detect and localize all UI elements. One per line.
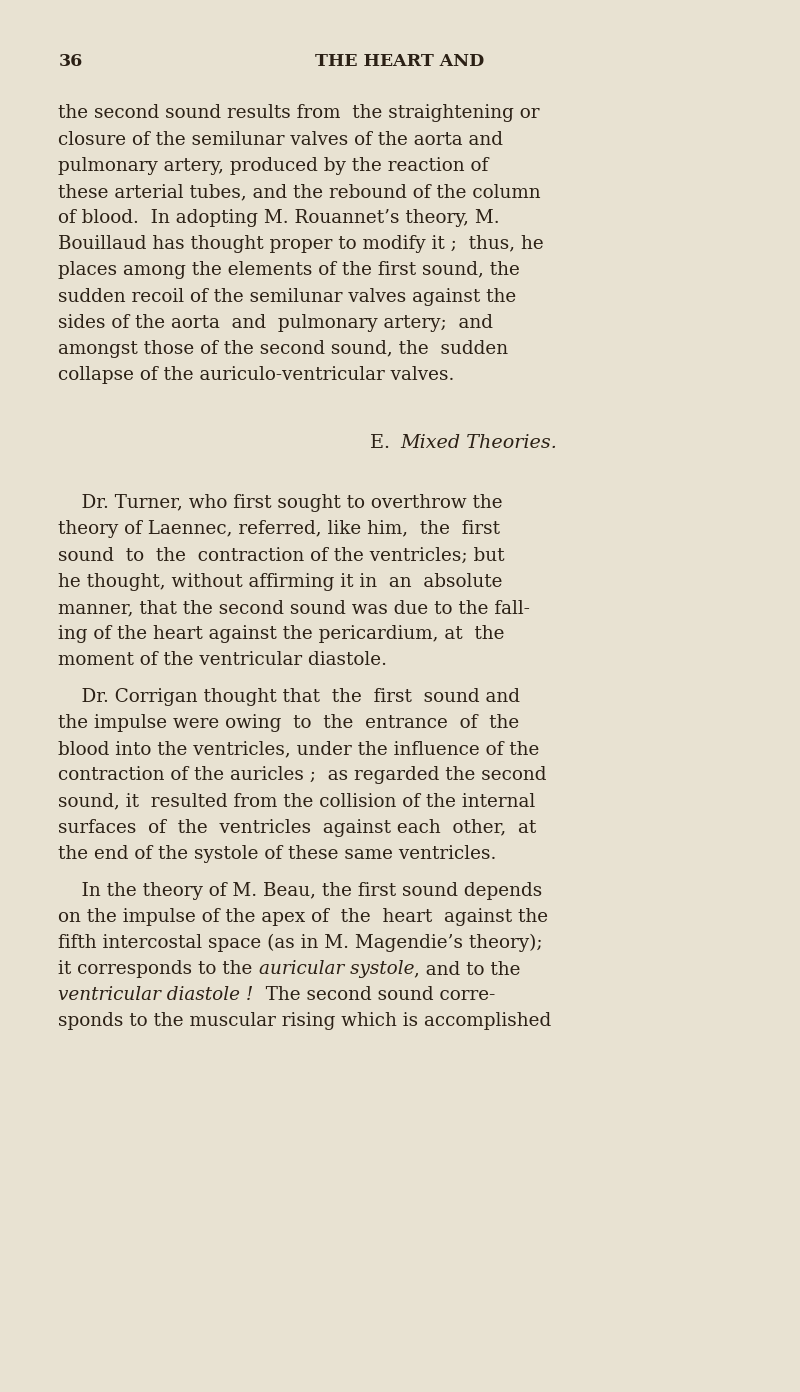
Text: fifth intercostal space (as in M. Magendie’s theory);: fifth intercostal space (as in M. Magend…: [58, 934, 543, 952]
Text: The second sound corre-: The second sound corre-: [254, 987, 495, 1004]
Text: the impulse were owing  to  the  entrance  of  the: the impulse were owing to the entrance o…: [58, 714, 520, 732]
Text: 36: 36: [58, 53, 82, 70]
Text: the second sound results from  the straightening or: the second sound results from the straig…: [58, 104, 540, 122]
Text: pulmonary artery, produced by the reaction of: pulmonary artery, produced by the reacti…: [58, 157, 489, 175]
Text: he thought, without affirming it in  an  absolute: he thought, without affirming it in an a…: [58, 574, 503, 590]
Text: Dr. Turner, who first sought to overthrow the: Dr. Turner, who first sought to overthro…: [58, 494, 503, 512]
Text: places among the elements of the first sound, the: places among the elements of the first s…: [58, 262, 520, 280]
Text: Dr. Corrigan thought that  the  first  sound and: Dr. Corrigan thought that the first soun…: [58, 688, 520, 706]
Text: amongst those of the second sound, the  sudden: amongst those of the second sound, the s…: [58, 340, 509, 358]
Text: In the theory of M. Beau, the first sound depends: In the theory of M. Beau, the first soun…: [58, 881, 542, 899]
Text: theory of Laennec, referred, like him,  the  first: theory of Laennec, referred, like him, t…: [58, 521, 501, 539]
Text: sudden recoil of the semilunar valves against the: sudden recoil of the semilunar valves ag…: [58, 288, 517, 306]
Text: closure of the semilunar valves of the aorta and: closure of the semilunar valves of the a…: [58, 131, 503, 149]
Text: sponds to the muscular rising which is accomplished: sponds to the muscular rising which is a…: [58, 1012, 552, 1030]
Text: surfaces  of  the  ventricles  against each  other,  at: surfaces of the ventricles against each …: [58, 818, 537, 837]
Text: contraction of the auricles ;  as regarded the second: contraction of the auricles ; as regarde…: [58, 767, 547, 785]
Text: auricular systole: auricular systole: [258, 960, 414, 979]
Text: ventricular diastole !: ventricular diastole !: [58, 987, 254, 1004]
Text: the end of the systole of these same ventricles.: the end of the systole of these same ven…: [58, 845, 497, 863]
Text: on the impulse of the apex of  the  heart  against the: on the impulse of the apex of the heart …: [58, 908, 549, 926]
Text: , and to the: , and to the: [414, 960, 521, 979]
Text: sound, it  resulted from the collision of the internal: sound, it resulted from the collision of…: [58, 792, 536, 810]
Text: sound  to  the  contraction of the ventricles; but: sound to the contraction of the ventricl…: [58, 547, 505, 565]
Text: collapse of the auriculo-ventricular valves.: collapse of the auriculo-ventricular val…: [58, 366, 454, 384]
Text: sides of the aorta  and  pulmonary artery;  and: sides of the aorta and pulmonary artery;…: [58, 313, 494, 331]
Text: Mixed Theories.: Mixed Theories.: [400, 434, 557, 452]
Text: Bouillaud has thought proper to modify it ;  thus, he: Bouillaud has thought proper to modify i…: [58, 235, 544, 253]
Text: ing of the heart against the pericardium, at  the: ing of the heart against the pericardium…: [58, 625, 505, 643]
Text: it corresponds to the: it corresponds to the: [58, 960, 258, 979]
Text: THE HEART AND: THE HEART AND: [315, 53, 485, 70]
Text: blood into the ventricles, under the influence of the: blood into the ventricles, under the inf…: [58, 741, 540, 759]
Text: E.: E.: [370, 434, 400, 452]
Text: manner, that the second sound was due to the fall-: manner, that the second sound was due to…: [58, 599, 530, 617]
Text: moment of the ventricular diastole.: moment of the ventricular diastole.: [58, 651, 387, 670]
Text: these arterial tubes, and the rebound of the column: these arterial tubes, and the rebound of…: [58, 182, 541, 200]
Text: of blood.  In adopting M. Rouannet’s theory, M.: of blood. In adopting M. Rouannet’s theo…: [58, 209, 500, 227]
